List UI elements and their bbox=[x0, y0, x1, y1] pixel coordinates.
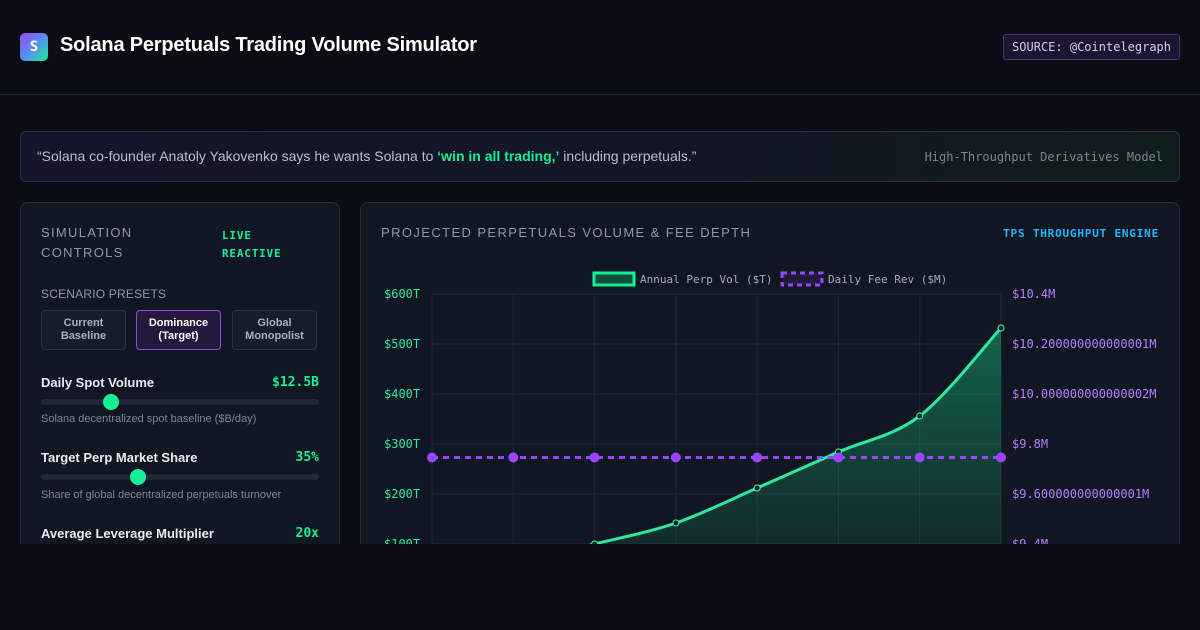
leverage-multiplier-value: 20x bbox=[295, 526, 319, 541]
simulation-controls-panel: SIMULATION CONTROLS LIVE REACTIVE SCENAR… bbox=[20, 202, 340, 544]
preset-current-baseline-button[interactable]: Current Baseline bbox=[41, 310, 126, 350]
y-right-tick-label: $10.4M bbox=[1012, 287, 1055, 301]
quote-before: “Solana co-founder Anatoly Yakovenko say… bbox=[37, 148, 438, 164]
daily-spot-volume-slider[interactable] bbox=[41, 394, 319, 410]
legend-label-fee-revenue: Daily Fee Rev ($M) bbox=[828, 273, 947, 286]
y-left-tick-label: $100T bbox=[384, 537, 420, 544]
slider-thumb[interactable] bbox=[102, 394, 119, 410]
controls-title: SIMULATION CONTROLS bbox=[41, 225, 133, 260]
perp-volume-point bbox=[753, 484, 761, 492]
y-left-tick-label: $400T bbox=[384, 387, 420, 401]
y-left-tick-label: $200T bbox=[384, 487, 420, 501]
perp-market-share-value: 35% bbox=[295, 450, 319, 465]
leverage-multiplier-label: Average Leverage Multiplier bbox=[41, 526, 214, 541]
quote-banner: “Solana co-founder Anatoly Yakovenko say… bbox=[20, 131, 1180, 182]
preset-global-monopolist-button[interactable]: Global Monopolist bbox=[232, 310, 317, 350]
y-left-tick-label: $600T bbox=[384, 287, 420, 301]
y-left-tick-label: $500T bbox=[384, 337, 420, 351]
quote-highlight: ‘win in all trading,’ bbox=[437, 148, 560, 164]
legend-swatch-perp-volume bbox=[592, 271, 636, 287]
legend-swatch-fee-revenue bbox=[780, 271, 824, 287]
fee-revenue-point bbox=[670, 452, 681, 463]
daily-spot-volume-value: $12.5B bbox=[272, 375, 319, 390]
perp-volume-area bbox=[594, 328, 1001, 544]
live-reactive-badge: LIVE REACTIVE bbox=[222, 229, 282, 260]
slider-thumb[interactable] bbox=[130, 469, 147, 485]
fee-revenue-point bbox=[508, 452, 519, 463]
perp-volume-point bbox=[672, 519, 680, 527]
daily-spot-volume-label: Daily Spot Volume bbox=[41, 375, 155, 390]
daily-spot-volume-desc: Solana decentralized spot baseline ($B/d… bbox=[41, 413, 257, 425]
perp-volume-point bbox=[916, 412, 924, 420]
perp-market-share-slider[interactable] bbox=[41, 469, 319, 485]
perp-volume-point bbox=[997, 324, 1005, 332]
chart-title: PROJECTED PERPETUALS VOLUME & FEE DEPTH bbox=[381, 225, 752, 240]
perp-market-share-label: Target Perp Market Share bbox=[41, 450, 198, 465]
fee-revenue-point bbox=[589, 452, 600, 463]
y-left-tick-label: $300T bbox=[384, 437, 420, 451]
fee-revenue-point bbox=[427, 452, 437, 463]
y-right-tick-label: $9.8M bbox=[1012, 437, 1048, 451]
projection-chart-panel: PROJECTED PERPETUALS VOLUME & FEE DEPTH … bbox=[360, 202, 1180, 544]
app-header: S Solana Perpetuals Trading Volume Simul… bbox=[0, 0, 1200, 95]
y-right-tick-label: $10.200000000000001M bbox=[1012, 337, 1157, 351]
fee-revenue-point bbox=[752, 452, 763, 463]
perp-market-share-desc: Share of global decentralized perpetuals… bbox=[41, 489, 282, 501]
engine-badge: TPS THROUGHPUT ENGINE bbox=[1003, 227, 1159, 240]
y-right-tick-label: $10.000000000000002M bbox=[1012, 387, 1157, 401]
page-title: Solana Perpetuals Trading Volume Simulat… bbox=[60, 34, 477, 56]
volume-fee-chart: $600T $500T $400T $300T $200T $100T $10.4M $10.… bbox=[384, 271, 1157, 544]
fee-revenue-point bbox=[833, 452, 844, 463]
legend-label-perp-volume: Annual Perp Vol ($T) bbox=[640, 273, 772, 286]
fee-revenue-point bbox=[914, 452, 925, 463]
quote-text: “Solana co-founder Anatoly Yakovenko say… bbox=[37, 148, 696, 164]
preset-dominance-button[interactable]: Dominance (Target) bbox=[136, 310, 221, 350]
solana-logo: S bbox=[20, 33, 48, 61]
source-badge[interactable]: SOURCE: @Cointelegraph bbox=[1003, 34, 1180, 60]
perp-volume-point bbox=[590, 540, 599, 544]
model-tag: High-Throughput Derivatives Model bbox=[924, 150, 1163, 164]
y-right-tick-label: $9.4M bbox=[1012, 537, 1048, 544]
y-right-tick-label: $9.600000000000001M bbox=[1012, 487, 1149, 501]
fee-revenue-point bbox=[996, 452, 1006, 463]
quote-after: including perpetuals.” bbox=[559, 148, 697, 164]
presets-label: SCENARIO PRESETS bbox=[41, 287, 167, 301]
